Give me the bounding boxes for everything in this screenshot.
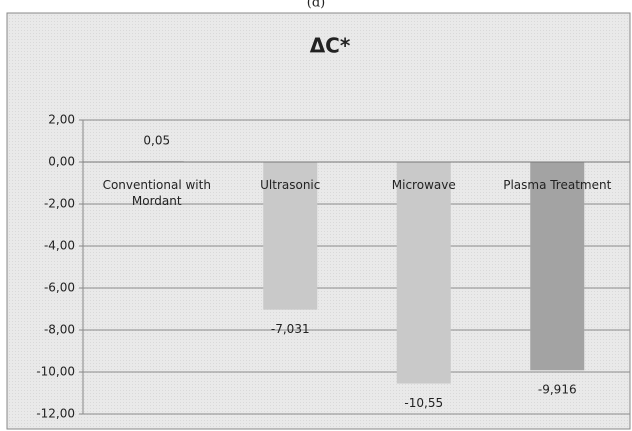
bar <box>263 162 318 310</box>
y-tick-label: -10,00 <box>36 365 75 379</box>
x-tick-label: Microwave <box>391 178 456 192</box>
bar <box>396 162 451 384</box>
x-tick-label: Conventional with Mordant <box>102 178 211 208</box>
value-label: -10,55 <box>404 396 443 410</box>
value-label: 0,05 <box>143 133 170 147</box>
value-label: -9,916 <box>538 383 577 397</box>
bar <box>530 162 585 371</box>
caption: (d) <box>307 0 325 11</box>
x-tick-label: Ultrasonic <box>260 178 321 192</box>
y-tick-label: 0,00 <box>48 155 75 169</box>
chart-title: ΔC* <box>310 34 351 58</box>
y-tick-label: 2,00 <box>48 113 75 127</box>
y-tick-label: -12,00 <box>36 407 75 421</box>
y-tick-label: -8,00 <box>44 323 75 337</box>
bar <box>129 160 184 162</box>
y-tick-label: -4,00 <box>44 239 75 253</box>
x-tick-label: Plasma Treatment <box>503 178 612 192</box>
y-tick-label: -2,00 <box>44 197 75 211</box>
chart-background <box>6 12 631 430</box>
y-tick-label: -6,00 <box>44 281 75 295</box>
value-label: -7,031 <box>271 322 310 336</box>
